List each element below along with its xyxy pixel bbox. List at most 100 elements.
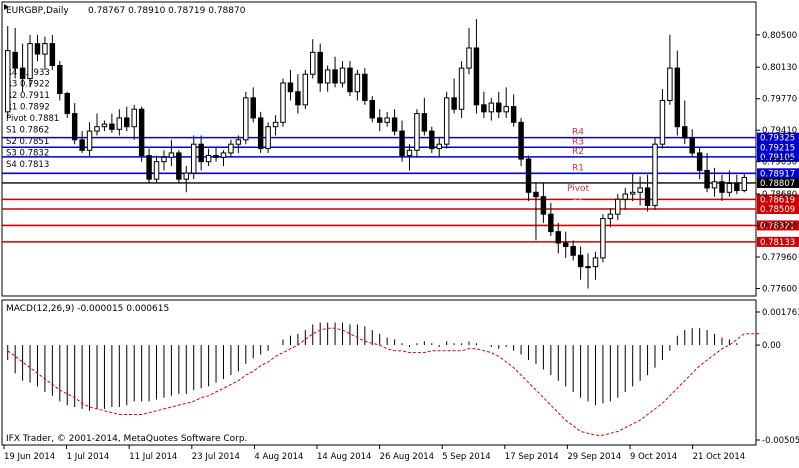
candle xyxy=(71,103,78,145)
candle xyxy=(205,148,212,167)
candle-body-bear xyxy=(198,143,204,163)
candle xyxy=(711,167,718,197)
candle-body-bull xyxy=(741,176,748,192)
candle-body-bear xyxy=(369,99,376,119)
candle xyxy=(302,69,309,110)
time-tick-label: 9 Oct 2014 xyxy=(630,452,677,462)
resistance-level-name: R1 xyxy=(572,163,584,173)
candle-body-bull xyxy=(726,183,733,193)
candle xyxy=(168,139,175,167)
candle xyxy=(161,150,167,171)
candle xyxy=(421,97,428,136)
ohlc-values: 0.78767 0.78910 0.78719 0.78870 xyxy=(88,6,246,16)
candle xyxy=(644,174,651,212)
candle xyxy=(570,240,576,261)
candle xyxy=(49,34,56,70)
left-level-label: R3 0.7922 xyxy=(6,80,50,90)
macd-tick-label: 0.001763 xyxy=(762,308,799,318)
candle-body-bull xyxy=(220,152,227,158)
candle-body-bear xyxy=(510,106,517,123)
candle-body-bull xyxy=(27,43,33,80)
candles-group xyxy=(4,19,748,289)
candle xyxy=(629,173,636,202)
price-tick-label: 0.80500 xyxy=(762,31,797,41)
candle-body-bear xyxy=(540,196,547,215)
candle-body-bull xyxy=(458,67,465,110)
candle-body-bull xyxy=(131,108,137,128)
candle-body-bear xyxy=(533,191,539,198)
candle xyxy=(287,69,294,101)
time-tick-label: 19 Jun 2014 xyxy=(4,452,55,462)
candle-body-bear xyxy=(376,117,383,123)
candle xyxy=(64,91,70,118)
candle xyxy=(525,155,532,202)
resistance-level-name: R2 xyxy=(572,147,584,157)
left-level-label: S2 0.7851 xyxy=(6,137,49,147)
candle-body-bull xyxy=(205,155,212,163)
candle xyxy=(592,251,599,280)
candle xyxy=(704,152,710,193)
resistance-price-tag-label: 0.79105 xyxy=(760,153,795,163)
resistance-price-tag xyxy=(757,132,799,143)
macd-group xyxy=(7,322,760,436)
candle xyxy=(243,91,249,145)
support-price-tag xyxy=(757,194,799,205)
candle xyxy=(116,109,123,136)
candle-body-bull xyxy=(466,47,472,69)
candle xyxy=(101,120,108,132)
candle-body-bull xyxy=(190,143,197,174)
price-axis: 0.80500 0.80130 0.79770 0.79410 0.79050 0.786… xyxy=(756,31,797,295)
support-price-tag xyxy=(757,236,799,247)
candle-body-bear xyxy=(562,242,569,248)
candle xyxy=(637,176,643,206)
candle-body-bull xyxy=(339,67,346,84)
candle-body-bear xyxy=(734,183,740,192)
candle xyxy=(391,109,398,136)
resistance-price-tag-label: 0.79215 xyxy=(760,143,795,153)
time-tick-label: 21 Oct 2014 xyxy=(693,452,746,462)
candle xyxy=(667,34,673,105)
price-tick-label: 0.80130 xyxy=(762,63,797,73)
price-tick-label: 0.79050 xyxy=(762,158,797,168)
candle xyxy=(696,146,703,180)
time-axis: 19 Jun 2014 1 Jul 2014 11 Jul 2014 23 Jul 2… xyxy=(3,445,746,462)
candle-body-bear xyxy=(19,67,26,80)
candle-body-bull xyxy=(116,117,123,130)
candle-body-bull xyxy=(4,50,11,113)
pivot-price-tag xyxy=(757,177,799,188)
candle-body-bear xyxy=(295,91,301,106)
candle-body-bear xyxy=(71,113,78,141)
candle xyxy=(414,109,420,158)
left-level-label: Pivot 0.7881 xyxy=(6,114,59,124)
resistance-price-tag xyxy=(757,168,799,179)
candle-body-bear xyxy=(704,169,710,189)
support-price-tag-label: 0.78619 xyxy=(760,195,795,205)
candle-body-bull xyxy=(659,99,666,145)
pivot-price-tag-label: 0.78807 xyxy=(760,179,795,189)
candle xyxy=(153,155,160,184)
time-tick-label: 1 Jul 2014 xyxy=(67,452,110,462)
candle xyxy=(235,135,242,153)
candle xyxy=(272,115,279,136)
candle-body-bear xyxy=(317,51,323,84)
candle xyxy=(213,146,219,162)
candle-body-bear xyxy=(719,181,725,193)
candle-body-bear xyxy=(250,97,256,119)
candle xyxy=(458,61,465,118)
candle xyxy=(220,150,227,167)
copyright-text: IFX Trader, © 2001-2014, MetaQuotes Soft… xyxy=(6,434,247,444)
candle-body-bull xyxy=(622,193,628,200)
candle xyxy=(555,222,562,254)
candle xyxy=(719,174,725,202)
candle xyxy=(607,208,614,228)
candle-body-bear xyxy=(12,51,18,69)
candle-body-bull xyxy=(161,156,167,163)
candle-body-bear xyxy=(399,130,405,157)
candle xyxy=(124,106,130,132)
candle xyxy=(86,122,93,158)
symbol-arrow-icon xyxy=(4,4,9,10)
candle-body-bear xyxy=(64,92,70,115)
